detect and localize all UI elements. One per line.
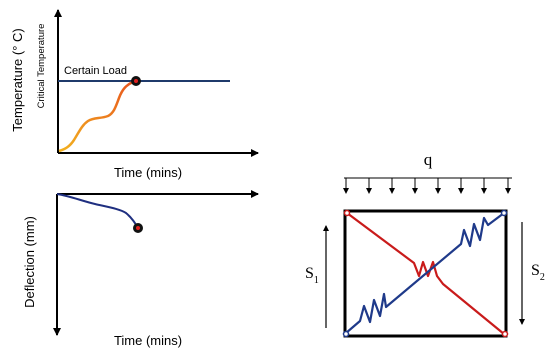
deflection-point-marker-center <box>136 226 140 230</box>
s1-letter: S <box>305 265 314 282</box>
s2-letter: S <box>531 262 540 279</box>
deflection-curve <box>56 193 139 229</box>
critical-point-marker-center <box>134 79 138 83</box>
corner-node-top-right <box>500 209 508 217</box>
certain-load-annotation: Certain Load <box>64 65 127 77</box>
distributed-load-arrows <box>343 177 512 194</box>
deflection-plot: Deflection (mm) Time (mins) <box>22 190 259 348</box>
corner-node-top-left <box>343 209 351 217</box>
deflection-y-label: Deflection (mm) <box>22 216 37 308</box>
frame-box <box>343 209 508 338</box>
blue-diagonal-spring <box>345 212 505 334</box>
temperature-y-label: Temperature (° C) <box>10 28 25 131</box>
s1-label: S1 <box>305 265 319 286</box>
deflection-x-label: Time (mins) <box>114 333 182 348</box>
s2-subscript: 2 <box>540 272 545 283</box>
corner-node-bottom-left <box>342 330 350 338</box>
red-diagonal-spring <box>346 212 505 335</box>
corner-node-bottom-right <box>501 330 509 338</box>
frame-model: q S1 S2 <box>305 150 545 338</box>
temperature-plot: Certain Load Temperature (° C) Critical … <box>10 9 259 180</box>
s2-label: S2 <box>531 262 545 283</box>
temperature-x-label: Time (mins) <box>114 165 182 180</box>
load-label: q <box>424 150 433 169</box>
critical-temperature-label: Critical Temperature <box>36 24 47 109</box>
s1-subscript: 1 <box>314 275 319 286</box>
temperature-curve <box>58 79 137 153</box>
